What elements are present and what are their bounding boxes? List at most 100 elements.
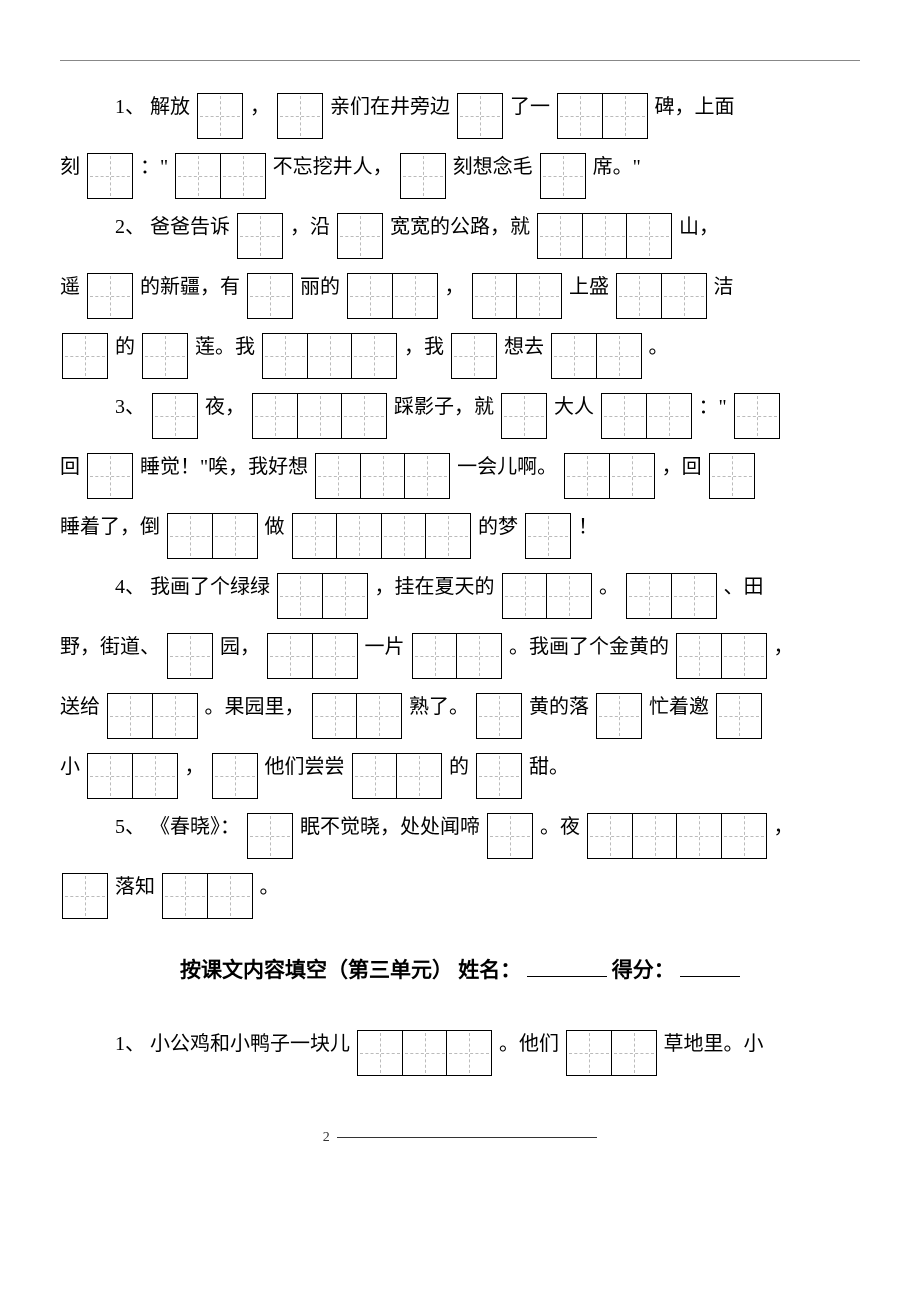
fill-box[interactable]: [167, 513, 258, 559]
text: 。果园里，: [205, 681, 305, 733]
fill-box[interactable]: [566, 1030, 657, 1076]
question-2-cont: 遥 的新疆，有 丽的 ， 上盛 洁: [60, 261, 860, 313]
q1-num: 1、: [115, 81, 145, 133]
fill-box[interactable]: [87, 753, 178, 799]
fill-box[interactable]: [62, 873, 108, 919]
fill-box[interactable]: [502, 573, 593, 619]
fill-box[interactable]: [596, 693, 642, 739]
text: ！: [578, 501, 598, 553]
question-5: 5、 《春晓》： 眠不觉晓，处处闻啼 。夜 ，: [60, 801, 860, 853]
fill-box[interactable]: [457, 93, 503, 139]
fill-box[interactable]: [537, 213, 672, 259]
fill-box[interactable]: [152, 393, 198, 439]
fill-box[interactable]: [142, 333, 188, 379]
fill-box[interactable]: [252, 393, 387, 439]
fill-box[interactable]: [315, 453, 450, 499]
text: 。: [260, 861, 280, 913]
text: 。他们: [499, 1018, 559, 1070]
fill-box[interactable]: [107, 693, 198, 739]
question-4-cont2: 送给 。果园里， 熟了。 黄的落 忙着邀: [60, 681, 860, 733]
text: 洁: [714, 261, 734, 313]
fill-box[interactable]: [501, 393, 547, 439]
fill-box[interactable]: [247, 273, 293, 319]
text: ，沿: [290, 201, 330, 253]
fill-box[interactable]: [262, 333, 397, 379]
score-blank[interactable]: [680, 954, 740, 977]
question-3-cont2: 睡着了，倒 做 的梦 ！: [60, 501, 860, 553]
question-2: 2、 爸爸告诉 ，沿 宽宽的公路，就 山，: [60, 201, 860, 253]
question-u3-1: 1、 小公鸡和小鸭子一块儿 。他们 草地里。小: [60, 1018, 860, 1070]
text: ，: [250, 81, 270, 133]
fill-box[interactable]: [451, 333, 497, 379]
fill-box[interactable]: [212, 753, 258, 799]
text: ，我: [404, 321, 444, 373]
fill-box[interactable]: [476, 753, 522, 799]
text: ，: [445, 261, 465, 313]
text: 的新疆，有: [140, 261, 240, 313]
fill-box[interactable]: [312, 693, 403, 739]
text: 《春晓》：: [150, 801, 240, 853]
fill-box[interactable]: [352, 753, 443, 799]
text: 我画了个绿绿: [150, 561, 270, 613]
fill-box[interactable]: [197, 93, 243, 139]
text: 园，: [220, 621, 260, 673]
fill-box[interactable]: [487, 813, 533, 859]
text: 刻想念毛: [453, 141, 533, 193]
name-blank[interactable]: [527, 954, 607, 977]
fill-box[interactable]: [676, 633, 767, 679]
text: ，: [774, 801, 794, 853]
question-4-cont3: 小 ， 他们尝尝 的 甜。: [60, 741, 860, 793]
fill-box[interactable]: [337, 213, 383, 259]
text: 夜，: [205, 381, 245, 433]
text: 眠不觉晓，处处闻啼: [300, 801, 480, 853]
fill-box[interactable]: [557, 93, 648, 139]
question-4-cont: 野，街道、 园， 一片 。我画了个金黄的 ，: [60, 621, 860, 673]
question-1: 1、 解放 ， 亲们在井旁边 了一 碑，上面: [60, 81, 860, 133]
fill-box[interactable]: [540, 153, 586, 199]
fill-box[interactable]: [626, 573, 717, 619]
fill-box[interactable]: [62, 333, 108, 379]
fill-box[interactable]: [87, 273, 133, 319]
fill-box[interactable]: [347, 273, 438, 319]
score-label: 得分：: [612, 958, 675, 982]
fill-box[interactable]: [716, 693, 762, 739]
fill-box[interactable]: [412, 633, 503, 679]
text: 。: [649, 321, 669, 373]
text: 丽的: [300, 261, 340, 313]
text: 碑，上面: [655, 81, 735, 133]
fill-box[interactable]: [472, 273, 563, 319]
fill-box[interactable]: [267, 633, 358, 679]
fill-box[interactable]: [87, 453, 133, 499]
fill-box[interactable]: [709, 453, 755, 499]
fill-box[interactable]: [162, 873, 253, 919]
content-area: 1、 解放 ， 亲们在井旁边 了一 碑，上面 刻 ：" 不忘挖井人， 刻想念毛 …: [30, 81, 890, 1070]
text: 席。": [593, 141, 641, 193]
text: 。: [599, 561, 619, 613]
fill-box[interactable]: [175, 153, 266, 199]
fill-box[interactable]: [357, 1030, 492, 1076]
fill-box[interactable]: [587, 813, 767, 859]
fill-box[interactable]: [400, 153, 446, 199]
fill-box[interactable]: [87, 153, 133, 199]
fill-box[interactable]: [247, 813, 293, 859]
text: 一会儿啊。: [457, 441, 557, 493]
text: 黄的落: [529, 681, 589, 733]
fill-box[interactable]: [525, 513, 571, 559]
top-rule: [60, 60, 860, 61]
fill-box[interactable]: [277, 93, 323, 139]
text: 亲们在井旁边: [330, 81, 450, 133]
fill-box[interactable]: [601, 393, 692, 439]
fill-box[interactable]: [476, 693, 522, 739]
fill-box[interactable]: [564, 453, 655, 499]
fill-box[interactable]: [734, 393, 780, 439]
fill-box[interactable]: [277, 573, 368, 619]
text: 回: [60, 441, 80, 493]
section-title-text: 按课文内容填空（第三单元） 姓名：: [180, 958, 521, 982]
fill-box[interactable]: [616, 273, 707, 319]
text: 的: [115, 321, 135, 373]
fill-box[interactable]: [551, 333, 642, 379]
fill-box[interactable]: [292, 513, 472, 559]
fill-box[interactable]: [167, 633, 213, 679]
text: 熟了。: [409, 681, 469, 733]
fill-box[interactable]: [237, 213, 283, 259]
